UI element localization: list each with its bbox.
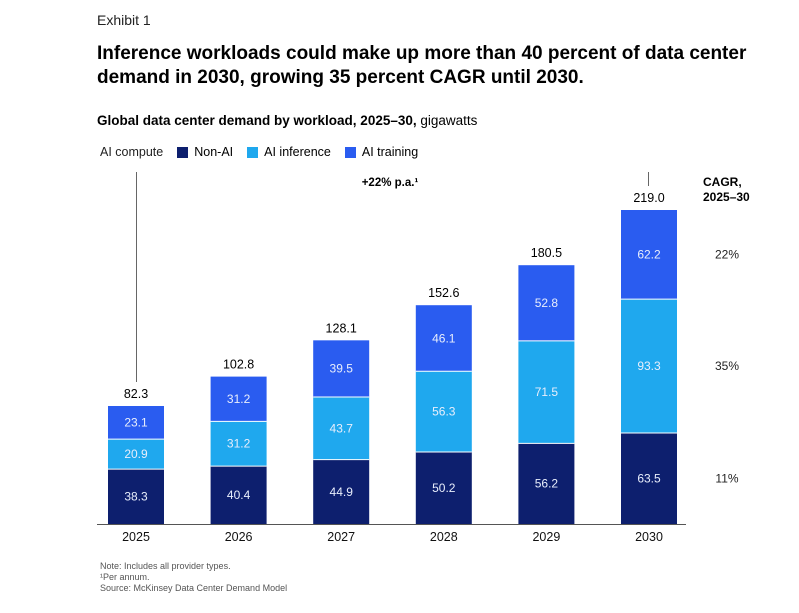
chart-subtitle: Global data center demand by workload, 2… xyxy=(97,113,477,128)
data-label-ai-training-2028: 46.1 xyxy=(432,331,456,345)
footnote-note: Note: Includes all provider types. xyxy=(100,561,231,571)
bar-ai-training-2029 xyxy=(518,265,575,341)
subtitle-text: Global data center demand by workload, 2… xyxy=(97,113,417,128)
exhibit-label: Exhibit 1 xyxy=(97,12,151,28)
footnote-source: Source: McKinsey Data Center Demand Mode… xyxy=(100,583,288,593)
legend-swatch-non-ai xyxy=(177,146,189,158)
bar-non-ai-2030 xyxy=(621,432,677,524)
legend-item-ai-inference: AI inference xyxy=(247,145,331,159)
chart-headline: Inference workloads could make up more t… xyxy=(97,43,747,88)
data-label-ai-inference-2029: 71.5 xyxy=(535,385,559,399)
footnote-per-annum: ¹Per annum. xyxy=(100,572,150,582)
bar-non-ai-2025 xyxy=(108,469,164,524)
data-label-ai-inference-2025: 20.9 xyxy=(124,447,148,461)
data-label-ai-inference-2027: 43.7 xyxy=(330,421,354,435)
bar-ai-training-2030 xyxy=(621,210,677,300)
legend-group-label: AI compute xyxy=(100,145,164,159)
legend-label-ai-inference: AI inference xyxy=(264,145,331,159)
bar-non-ai-2026 xyxy=(210,466,267,524)
x-tick-label-2030: 2030 xyxy=(635,530,663,544)
total-label-2027: 128.1 xyxy=(326,321,357,335)
legend-label-non-ai: Non-AI xyxy=(194,145,234,159)
cagr-value-non-ai: 11% xyxy=(715,471,738,485)
bar-ai-inference-2027 xyxy=(313,396,370,460)
bar-non-ai-2027 xyxy=(313,459,370,524)
data-label-non-ai-2030: 63.5 xyxy=(637,471,661,485)
total-label-2029: 180.5 xyxy=(531,246,562,260)
legend-item-non-ai: Non-AI xyxy=(177,145,233,159)
x-tick-label-2025: 2025 xyxy=(122,530,150,544)
legend-item-ai-training: AI training xyxy=(344,145,419,159)
bar-ai-inference-2025 xyxy=(108,439,164,470)
bar-non-ai-2028 xyxy=(415,452,472,524)
data-label-ai-training-2029: 52.8 xyxy=(535,296,559,310)
bar-ai-training-2025 xyxy=(108,405,164,440)
bar-ai-inference-2026 xyxy=(210,421,267,467)
x-tick-label-2028: 2028 xyxy=(430,530,458,544)
legend-swatch-ai-training xyxy=(344,146,356,158)
data-label-ai-inference-2028: 56.3 xyxy=(432,405,456,419)
growth-annotation: +22% p.a.¹ xyxy=(362,177,419,189)
bar-non-ai-2029 xyxy=(518,443,575,524)
cagr-value-ai-inference: 35% xyxy=(715,359,739,373)
data-label-non-ai-2028: 50.2 xyxy=(432,481,456,495)
cagr-value-ai-training: 22% xyxy=(715,248,739,262)
total-label-2028: 152.6 xyxy=(428,286,459,300)
chart-legend: AI compute Non-AI AI inference AI traini… xyxy=(100,145,432,159)
bar-ai-training-2028 xyxy=(415,305,472,372)
data-label-non-ai-2027: 44.9 xyxy=(330,485,354,499)
total-label-2030: 219.0 xyxy=(633,191,664,205)
data-label-ai-training-2027: 39.5 xyxy=(330,362,354,376)
total-label-2025: 82.3 xyxy=(124,387,148,401)
data-label-ai-training-2030: 62.2 xyxy=(637,248,661,262)
x-tick-label-2026: 2026 xyxy=(225,530,253,544)
bar-ai-inference-2028 xyxy=(415,371,472,453)
total-label-2026: 102.8 xyxy=(223,358,254,372)
legend-label-ai-training: AI training xyxy=(361,145,419,159)
bar-ai-training-2026 xyxy=(210,376,267,422)
bar-ai-inference-2029 xyxy=(518,340,575,444)
data-label-ai-training-2025: 23.1 xyxy=(124,416,148,430)
bar-ai-training-2027 xyxy=(313,340,370,397)
data-label-non-ai-2026: 40.4 xyxy=(227,488,251,502)
footnotes: Note: Includes all provider types. ¹Per … xyxy=(100,561,287,594)
data-label-ai-inference-2026: 31.2 xyxy=(227,437,251,451)
data-label-ai-inference-2030: 93.3 xyxy=(637,359,661,373)
cagr-header-line1: CAGR, xyxy=(703,175,742,189)
x-tick-label-2029: 2029 xyxy=(532,530,560,544)
legend-swatch-ai-inference xyxy=(247,146,259,158)
x-tick-label-2027: 2027 xyxy=(327,530,355,544)
data-label-non-ai-2029: 56.2 xyxy=(535,477,559,491)
subtitle-unit: gigawatts xyxy=(420,113,478,128)
data-label-ai-training-2026: 31.2 xyxy=(227,392,251,406)
cagr-header-line2: 2025–30 xyxy=(703,190,750,204)
bar-ai-inference-2030 xyxy=(621,299,677,433)
data-label-non-ai-2025: 38.3 xyxy=(124,490,148,504)
